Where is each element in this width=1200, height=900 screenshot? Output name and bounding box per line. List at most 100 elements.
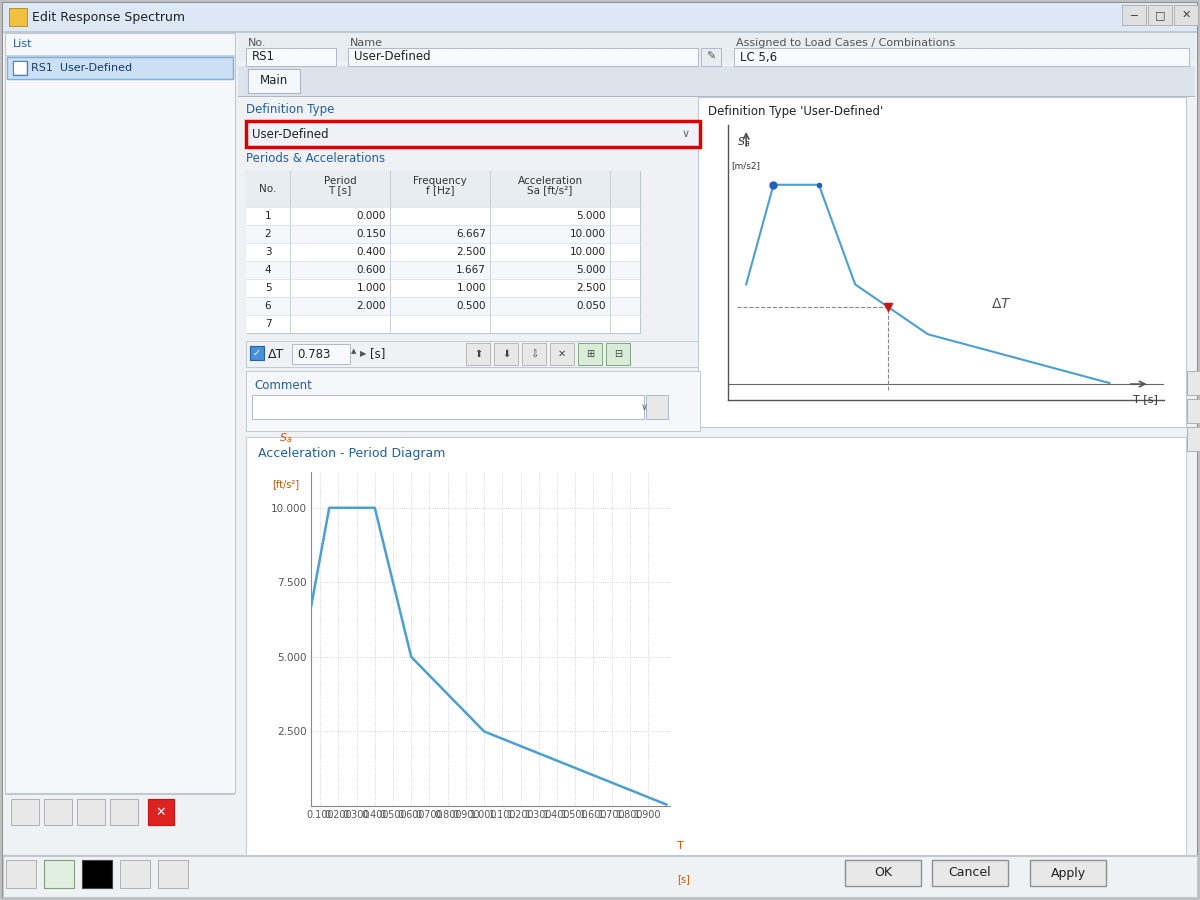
Text: Frequency: Frequency xyxy=(413,176,467,186)
Text: 2.500: 2.500 xyxy=(576,283,606,293)
Text: Definition Type 'User-Defined': Definition Type 'User-Defined' xyxy=(708,105,883,118)
Bar xyxy=(701,48,721,66)
Text: Comment: Comment xyxy=(254,379,312,392)
Bar xyxy=(110,799,138,825)
Bar xyxy=(1030,860,1106,886)
Text: 7: 7 xyxy=(265,319,271,329)
Bar xyxy=(2,855,1198,897)
Text: No.: No. xyxy=(259,184,277,194)
Text: Assigned to Load Cases / Combinations: Assigned to Load Cases / Combinations xyxy=(736,38,955,48)
Bar xyxy=(1148,5,1172,25)
Bar xyxy=(246,297,640,315)
Bar xyxy=(238,33,1195,855)
Bar xyxy=(5,55,235,57)
Text: [s]: [s] xyxy=(370,347,385,361)
Bar xyxy=(246,437,1186,855)
Bar xyxy=(238,33,1195,61)
Text: 4: 4 xyxy=(265,265,271,275)
Bar xyxy=(44,799,72,825)
Text: Edit Response Spectrum: Edit Response Spectrum xyxy=(32,11,185,23)
Text: $S_a$: $S_a$ xyxy=(737,135,750,148)
Text: OK: OK xyxy=(874,867,892,879)
Bar xyxy=(158,860,188,888)
Bar xyxy=(2,855,1198,857)
Bar xyxy=(845,860,922,886)
Bar xyxy=(6,860,36,888)
Text: ✕: ✕ xyxy=(558,349,566,359)
Text: 2.000: 2.000 xyxy=(356,301,386,311)
Bar xyxy=(1122,5,1146,25)
Text: 2: 2 xyxy=(265,229,271,239)
Text: 10.000: 10.000 xyxy=(570,247,606,257)
Bar xyxy=(246,121,700,147)
Bar xyxy=(292,344,350,364)
Text: 3: 3 xyxy=(265,247,271,257)
Bar xyxy=(120,860,150,888)
Bar xyxy=(5,793,235,795)
Text: ─: ─ xyxy=(1130,10,1138,20)
Text: ⬇: ⬇ xyxy=(502,349,510,359)
Bar xyxy=(238,66,1195,96)
Text: 0.783: 0.783 xyxy=(298,347,331,361)
Bar xyxy=(7,57,233,79)
Bar xyxy=(734,48,1189,66)
Text: Apply: Apply xyxy=(1050,867,1086,879)
Bar xyxy=(246,225,640,243)
Bar xyxy=(11,799,38,825)
Bar xyxy=(606,343,630,365)
Bar xyxy=(2,3,1198,31)
Text: [ft/s²]: [ft/s²] xyxy=(272,479,300,489)
Text: 5.000: 5.000 xyxy=(576,211,606,221)
Bar xyxy=(252,395,644,419)
Text: Definition Type: Definition Type xyxy=(246,103,335,115)
Bar xyxy=(1187,371,1200,395)
Text: Acceleration: Acceleration xyxy=(517,176,582,186)
Bar xyxy=(646,395,668,419)
Bar xyxy=(238,96,1195,97)
Bar xyxy=(2,31,1198,33)
Text: Cancel: Cancel xyxy=(949,867,991,879)
Text: User-Defined: User-Defined xyxy=(252,128,329,140)
Bar xyxy=(550,343,574,365)
Text: 0.150: 0.150 xyxy=(356,229,386,239)
Bar xyxy=(246,207,640,225)
Text: T [s]: T [s] xyxy=(329,185,352,195)
Text: ▲: ▲ xyxy=(352,348,356,354)
Bar xyxy=(250,346,264,360)
Bar xyxy=(932,860,1008,886)
Text: 1.667: 1.667 xyxy=(456,265,486,275)
Text: LC 5,6: LC 5,6 xyxy=(740,50,778,64)
Text: 6.667: 6.667 xyxy=(456,229,486,239)
Bar xyxy=(246,243,640,261)
Bar xyxy=(1187,399,1200,423)
Text: 5: 5 xyxy=(265,283,271,293)
Bar xyxy=(578,343,602,365)
Text: T [s]: T [s] xyxy=(1133,394,1158,404)
Bar xyxy=(1187,427,1200,451)
Text: ⊞: ⊞ xyxy=(586,349,594,359)
Text: ∨: ∨ xyxy=(641,402,648,412)
Text: 2.500: 2.500 xyxy=(456,247,486,257)
Bar xyxy=(44,860,74,888)
Text: $S_a$: $S_a$ xyxy=(280,431,293,446)
Text: RS1  User-Defined: RS1 User-Defined xyxy=(31,63,132,73)
Bar xyxy=(466,343,490,365)
Bar xyxy=(5,33,235,793)
Text: ✕: ✕ xyxy=(156,806,167,818)
Bar xyxy=(246,261,640,279)
Text: User-Defined: User-Defined xyxy=(354,50,431,64)
Bar xyxy=(246,171,640,207)
Bar xyxy=(77,799,106,825)
Bar xyxy=(246,279,640,297)
Text: List: List xyxy=(13,39,32,49)
Text: ✎: ✎ xyxy=(707,52,715,62)
Bar xyxy=(82,860,112,888)
Bar xyxy=(494,343,518,365)
Text: $\Delta T$: $\Delta T$ xyxy=(991,297,1013,311)
Text: ▶: ▶ xyxy=(360,349,366,358)
Text: ΔT: ΔT xyxy=(268,347,284,361)
Bar xyxy=(348,48,698,66)
Bar xyxy=(10,8,28,26)
Bar xyxy=(606,343,630,365)
Bar xyxy=(82,860,112,888)
